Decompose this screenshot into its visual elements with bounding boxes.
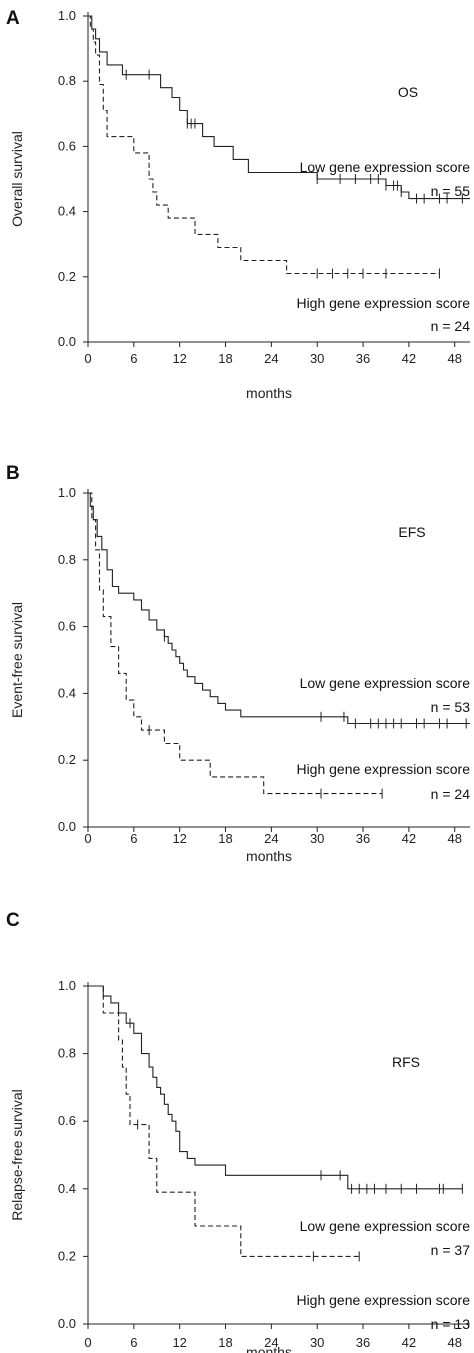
endpoint-label: EFS: [398, 524, 425, 540]
y-tick-label: 0.6: [58, 1113, 76, 1128]
x-tick-label: 42: [402, 831, 416, 846]
y-axis-label: Event-free survival: [9, 602, 25, 718]
endpoint-label: OS: [398, 84, 418, 100]
high-score-curve: [88, 492, 383, 795]
x-tick-label: 12: [172, 351, 186, 366]
x-tick-label: 36: [356, 1335, 370, 1350]
y-axis-label: Relapse-free survival: [9, 1089, 25, 1221]
high-group-label: High gene expression score: [296, 1292, 470, 1308]
x-tick-label: 30: [310, 351, 324, 366]
low-group-label: Low gene expression score: [300, 1218, 471, 1234]
high-score-curve: [88, 15, 440, 275]
x-tick-label: 18: [218, 351, 232, 366]
endpoint-label: RFS: [392, 1054, 420, 1070]
panel-label: C: [6, 910, 20, 931]
x-tick-label: 18: [218, 1335, 232, 1350]
x-tick-label: 0: [84, 831, 91, 846]
x-tick-label: 12: [172, 1335, 186, 1350]
x-tick-label: 6: [130, 1335, 137, 1350]
y-tick-label: 0.8: [58, 1046, 76, 1061]
y-tick-label: 0.4: [58, 685, 76, 700]
high-group-n: n = 24: [431, 786, 471, 802]
x-tick-label: 36: [356, 831, 370, 846]
x-tick-label: 24: [264, 1335, 278, 1350]
rfs-chart: C 0.0 0.2 0.4 0.6 0.8 1.0 0 6 12 18 24 30 36 42 48 month…: [6, 910, 471, 1353]
low-score-curve: [88, 15, 470, 200]
x-axis-label: months: [246, 385, 292, 401]
y-tick-label: 0.2: [58, 1248, 76, 1263]
x-tick-label: 30: [310, 831, 324, 846]
y-tick-label: 0.4: [58, 1181, 76, 1196]
low-group-label: Low gene expression score: [300, 675, 471, 691]
y-tick-label: 0.2: [58, 269, 76, 284]
panel-a: A 0.0 0.2 0.4 0.6 0.8 1.0 0 6 12 18 24 30 36 42 48 month…: [0, 0, 474, 455]
panel-c: C 0.0 0.2 0.4 0.6 0.8 1.0 0 6 12 18 24 30 36 42 48 month…: [0, 902, 474, 1353]
high-group-label: High gene expression score: [296, 761, 470, 777]
y-tick-label: 0.4: [58, 204, 76, 219]
x-axis-label: months: [246, 848, 292, 864]
high-group-label: High gene expression score: [296, 295, 470, 311]
low-score-curve: [88, 492, 470, 725]
efs-chart: B 0.0 0.2 0.4 0.6 0.8 1.0 0 6 12 18 24 30 36 42 48 month…: [6, 463, 471, 864]
x-tick-label: 42: [402, 1335, 416, 1350]
panel-label: A: [6, 8, 20, 29]
y-tick-label: 1.0: [58, 485, 76, 500]
high-score-curve: [88, 985, 360, 1257]
low-group-n: n = 53: [431, 699, 471, 715]
x-tick-label: 0: [84, 1335, 91, 1350]
high-group-n: n = 13: [431, 1316, 471, 1332]
x-tick-label: 42: [402, 351, 416, 366]
x-tick-label: 24: [264, 831, 278, 846]
x-tick-label: 6: [130, 831, 137, 846]
x-tick-label: 24: [264, 351, 278, 366]
y-tick-label: 0.6: [58, 138, 76, 153]
low-group-label: Low gene expression score: [300, 159, 471, 175]
y-tick-label: 1.0: [58, 8, 76, 23]
y-tick-label: 0.0: [58, 334, 76, 349]
x-tick-label: 48: [447, 831, 461, 846]
os-chart: A 0.0 0.2 0.4 0.6 0.8 1.0 0 6 12 18 24 30 36 42 48 month…: [6, 8, 471, 401]
y-tick-label: 0.8: [58, 73, 76, 88]
low-score-curve: [88, 985, 463, 1190]
y-tick-label: 0.2: [58, 752, 76, 767]
y-axis-label: Overall survival: [9, 131, 25, 227]
x-axis-label: months: [246, 1344, 292, 1353]
x-tick-label: 30: [310, 1335, 324, 1350]
y-tick-label: 0.0: [58, 1316, 76, 1331]
y-tick-label: 1.0: [58, 978, 76, 993]
low-group-n: n = 55: [431, 183, 471, 199]
high-group-n: n = 24: [431, 318, 471, 334]
x-tick-label: 48: [447, 1335, 461, 1350]
y-tick-label: 0.6: [58, 619, 76, 634]
x-tick-label: 18: [218, 831, 232, 846]
x-tick-label: 6: [130, 351, 137, 366]
panel-b: B 0.0 0.2 0.4 0.6 0.8 1.0 0 6 12 18 24 30 36 42 48 month…: [0, 455, 474, 902]
y-tick-label: 0.8: [58, 552, 76, 567]
panel-label: B: [6, 463, 20, 484]
low-group-n: n = 37: [431, 1242, 471, 1258]
y-tick-label: 0.0: [58, 819, 76, 834]
x-tick-label: 36: [356, 351, 370, 366]
x-tick-label: 0: [84, 351, 91, 366]
x-tick-label: 12: [172, 831, 186, 846]
x-tick-label: 48: [447, 351, 461, 366]
